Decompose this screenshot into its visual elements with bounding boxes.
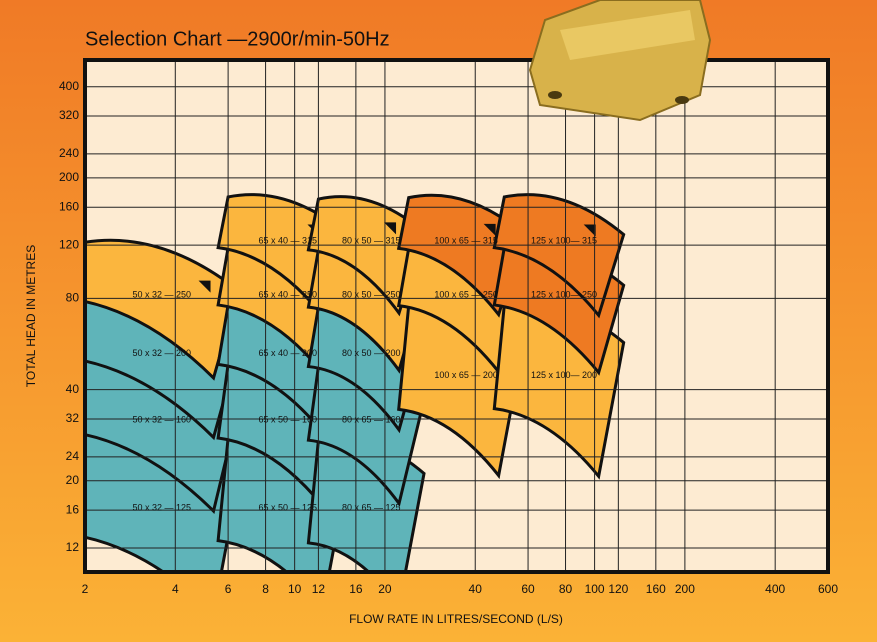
y-axis-label: TOTAL HEAD IN METRES [24, 245, 38, 387]
x-tick-label: 600 [818, 582, 838, 596]
y-tick-label: 400 [59, 79, 79, 93]
x-tick-label: 200 [675, 582, 695, 596]
y-tick-label: 12 [66, 540, 80, 554]
x-tick-label: 20 [378, 582, 392, 596]
x-tick-label: 6 [225, 582, 232, 596]
x-tick-label: 60 [521, 582, 535, 596]
region-label: 50 x 32 — 125 [132, 503, 191, 513]
region-label: 65 x 40 — 200 [259, 348, 318, 358]
y-tick-label: 20 [66, 473, 80, 487]
region-label: 65 x 40 — 315 [259, 235, 318, 245]
y-tick-label: 80 [66, 291, 80, 305]
y-tick-label: 32 [66, 411, 80, 425]
region-label: 125 x 100— 315 [531, 235, 597, 245]
x-tick-label: 12 [312, 582, 326, 596]
x-tick-label: 40 [469, 582, 483, 596]
region-label: 65 x 40 — 250 [259, 289, 318, 299]
y-tick-label: 24 [66, 449, 80, 463]
region-label: 100 x 65 — 315 [434, 235, 498, 245]
y-tick-label: 40 [66, 382, 80, 396]
page: 50 x 32 — 125 50 x 32 — 160 50 x 32 — 200 5… [0, 0, 877, 642]
region-label: 50 x 32 — 160 [132, 414, 191, 424]
region-label: 80 x 65 — 125 [342, 503, 401, 513]
region-label: 125 x 100— 200 [531, 370, 597, 380]
x-tick-label: 8 [262, 582, 269, 596]
pump-image [530, 0, 710, 120]
region-label: 125 x 100— 250 [531, 289, 597, 299]
x-tick-label: 2 [82, 582, 89, 596]
y-tick-label: 320 [59, 108, 79, 122]
region-label: 80 x 50 — 200 [342, 348, 401, 358]
region-label: 50 x 32 — 200 [132, 348, 191, 358]
chart: 50 x 32 — 125 50 x 32 — 160 50 x 32 — 200 5… [0, 0, 877, 642]
x-axis-label: FLOW RATE IN LITRES/SECOND (L/S) [349, 612, 563, 626]
x-tick-label: 100 [585, 582, 605, 596]
region-label: 100 x 65 — 250 [434, 289, 498, 299]
x-tick-label: 10 [288, 582, 302, 596]
y-tick-label: 200 [59, 170, 79, 184]
x-tick-label: 400 [765, 582, 785, 596]
region-label: 50 x 32 — 250 [132, 289, 191, 299]
y-tick-label: 16 [66, 502, 80, 516]
x-tick-label: 160 [646, 582, 666, 596]
x-tick-label: 4 [172, 582, 179, 596]
x-tick-label: 16 [349, 582, 363, 596]
region-label: 80 x 65 — 160 [342, 414, 401, 424]
x-tick-label: 80 [559, 582, 573, 596]
region-label: 100 x 65 — 200 [434, 370, 498, 380]
region-label: 80 x 50 — 250 [342, 289, 401, 299]
y-tick-label: 240 [59, 146, 79, 160]
chart-title: Selection Chart —2900r/min-50Hz [85, 28, 390, 50]
region-label: 65 x 50 — 160 [259, 414, 318, 424]
x-tick-label: 120 [608, 582, 628, 596]
y-tick-label: 120 [59, 237, 79, 251]
region-label: 80 x 50 — 315 [342, 235, 401, 245]
y-tick-label: 160 [59, 199, 79, 213]
region-label: 65 x 50 — 125 [259, 503, 318, 513]
